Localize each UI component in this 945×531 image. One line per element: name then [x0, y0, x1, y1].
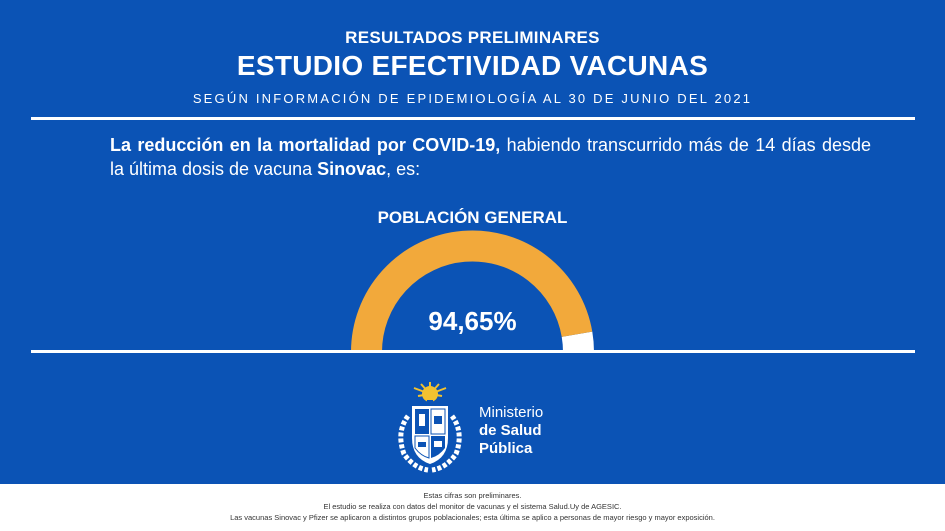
vaccine-name: Sinovac: [317, 159, 387, 179]
footer-note-3: Las vacunas Sinovac y Pfizer se aplicaro…: [230, 513, 715, 522]
description-bold-lead: La reducción en la mortalidad por COVID-…: [110, 135, 501, 155]
preliminary-results-label: RESULTADOS PRELIMINARES: [345, 28, 600, 47]
description-text: habiendo transcurrido más de 14 días des…: [110, 135, 872, 179]
gauge-value-label: 94,65%: [428, 306, 517, 336]
footer-notes: Estas cifras son preliminares. El estudi…: [0, 484, 945, 531]
footer-note-2: El estudio se realiza con datos del moni…: [323, 502, 622, 511]
coat-of-arms-icon: [398, 382, 462, 473]
page-title: ESTUDIO EFECTIVIDAD VACUNAS: [236, 50, 709, 81]
source-subtitle: SEGÚN INFORMACIÓN DE EPIDEMIOLOGÍA AL 30…: [192, 91, 753, 106]
ministry-name: Ministerio de Salud Pública: [479, 404, 543, 458]
description-paragraph: La reducción en la mortalidad por COVID-…: [110, 133, 871, 181]
ministry-line-2: de Salud: [479, 422, 542, 439]
description-end: , es:: [386, 159, 421, 179]
footer-note-1: Estas cifras son preliminares.: [423, 491, 522, 500]
gauge-value-arc: [351, 230, 593, 352]
ministry-line-1: Ministerio: [479, 404, 544, 421]
top-divider: [31, 117, 915, 120]
ministry-line-3: Pública: [479, 440, 533, 457]
population-title: POBLACIÓN GENERAL: [377, 208, 568, 227]
bottom-divider: [31, 350, 915, 353]
